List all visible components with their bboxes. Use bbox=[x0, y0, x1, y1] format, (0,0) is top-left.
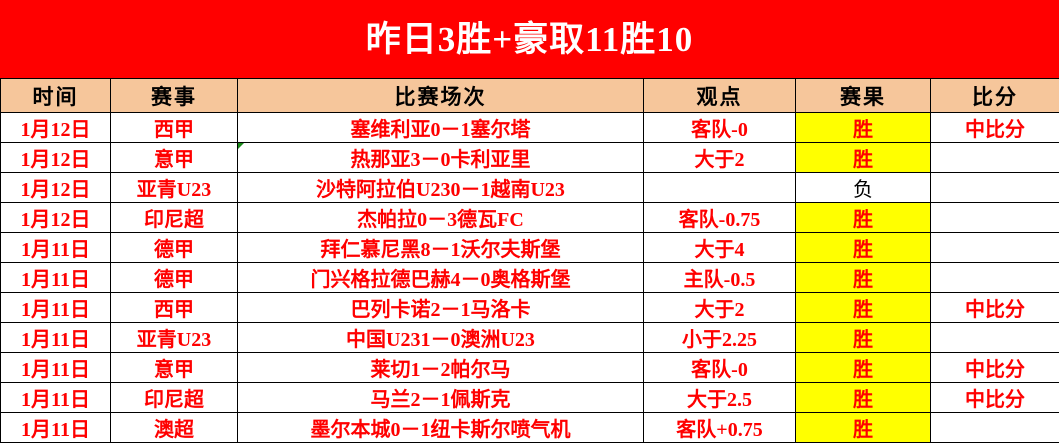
cell-score bbox=[931, 233, 1059, 263]
cell-score: 中比分 bbox=[931, 353, 1059, 383]
cell-match: 沙特阿拉伯U230－1越南U23 bbox=[238, 173, 644, 203]
cell-score bbox=[931, 263, 1059, 293]
cell-league: 西甲 bbox=[111, 113, 238, 143]
cell-score bbox=[931, 143, 1059, 173]
cell-league: 意甲 bbox=[111, 143, 238, 173]
column-header-result: 赛果 bbox=[796, 79, 931, 113]
column-header-time: 时间 bbox=[1, 79, 111, 113]
cell-view: 大于2.5 bbox=[644, 383, 796, 413]
cell-match: 热那亚3－0卡利亚里 bbox=[238, 143, 644, 173]
cell-league: 亚青U23 bbox=[111, 323, 238, 353]
status-badge: 胜 bbox=[796, 323, 931, 353]
cell-league: 印尼超 bbox=[111, 383, 238, 413]
cell-view: 客队+0.75 bbox=[644, 413, 796, 443]
banner-title: 昨日3胜+豪取11胜10 bbox=[366, 22, 694, 57]
column-header-league: 赛事 bbox=[111, 79, 238, 113]
cell-view: 客队-0 bbox=[644, 353, 796, 383]
cell-time: 1月11日 bbox=[1, 353, 111, 383]
cell-league: 印尼超 bbox=[111, 203, 238, 233]
cell-time: 1月12日 bbox=[1, 113, 111, 143]
cell-match: 墨尔本城0－1纽卡斯尔喷气机 bbox=[238, 413, 644, 443]
cell-time: 1月11日 bbox=[1, 413, 111, 443]
status-badge: 胜 bbox=[796, 113, 931, 143]
cell-score: 中比分 bbox=[931, 383, 1059, 413]
status-badge: 胜 bbox=[796, 353, 931, 383]
status-badge: 胜 bbox=[796, 413, 931, 443]
cell-time: 1月11日 bbox=[1, 233, 111, 263]
cell-league: 亚青U23 bbox=[111, 173, 238, 203]
cell-match: 门兴格拉德巴赫4－0奥格斯堡 bbox=[238, 263, 644, 293]
comment-marker-icon bbox=[238, 143, 244, 149]
cell-time: 1月11日 bbox=[1, 323, 111, 353]
cell-match: 拜仁慕尼黑8－1沃尔夫斯堡 bbox=[238, 233, 644, 263]
cell-view: 小于2.25 bbox=[644, 323, 796, 353]
cell-view: 大于2 bbox=[644, 143, 796, 173]
status-badge: 负 bbox=[796, 173, 931, 203]
cell-match: 杰帕拉0－3德瓦FC bbox=[238, 203, 644, 233]
cell-league: 意甲 bbox=[111, 353, 238, 383]
column-header-score: 比分 bbox=[931, 79, 1059, 113]
cell-time: 1月11日 bbox=[1, 293, 111, 323]
cell-score bbox=[931, 413, 1059, 443]
cell-league: 西甲 bbox=[111, 293, 238, 323]
status-badge: 胜 bbox=[796, 233, 931, 263]
table-header: 时间 赛事 比赛场次 观点 赛果 比分 bbox=[1, 79, 1059, 113]
cell-view: 客队-0.75 bbox=[644, 203, 796, 233]
cell-view: 主队-0.5 bbox=[644, 263, 796, 293]
cell-match: 中国U231－0澳洲U23 bbox=[238, 323, 644, 353]
cell-league: 德甲 bbox=[111, 263, 238, 293]
cell-view bbox=[644, 173, 796, 203]
column-header-match: 比赛场次 bbox=[238, 79, 644, 113]
status-badge: 胜 bbox=[796, 143, 931, 173]
forecast-result-sheet: 昨日3胜+豪取11胜10 时间 赛事 比赛场次 观点 赛果 比分 1月12日西甲… bbox=[0, 0, 1059, 417]
table-header-row: 时间 赛事 比赛场次 观点 赛果 比分 bbox=[1, 79, 1059, 113]
cell-score: 中比分 bbox=[931, 113, 1059, 143]
status-badge: 胜 bbox=[796, 203, 931, 233]
banner: 昨日3胜+豪取11胜10 bbox=[0, 0, 1059, 78]
cell-match: 塞维利亚0－1塞尔塔 bbox=[238, 113, 644, 143]
results-table: 时间 赛事 比赛场次 观点 赛果 比分 1月12日西甲塞维利亚0－1塞尔塔客队-… bbox=[0, 78, 1059, 443]
cell-score bbox=[931, 173, 1059, 203]
status-badge: 胜 bbox=[796, 293, 931, 323]
cell-time: 1月11日 bbox=[1, 263, 111, 293]
cell-score bbox=[931, 203, 1059, 233]
cell-match: 莱切1－2帕尔马 bbox=[238, 353, 644, 383]
cell-view: 大于2 bbox=[644, 293, 796, 323]
cell-view: 大于4 bbox=[644, 233, 796, 263]
column-header-view: 观点 bbox=[644, 79, 796, 113]
cell-match: 巴列卡诺2－1马洛卡 bbox=[238, 293, 644, 323]
cell-time: 1月12日 bbox=[1, 143, 111, 173]
status-badge: 胜 bbox=[796, 383, 931, 413]
cell-league: 澳超 bbox=[111, 413, 238, 443]
cell-score bbox=[931, 323, 1059, 353]
cell-time: 1月11日 bbox=[1, 383, 111, 413]
cell-match: 马兰2－1佩斯克 bbox=[238, 383, 644, 413]
status-badge: 胜 bbox=[796, 263, 931, 293]
cell-league: 德甲 bbox=[111, 233, 238, 263]
cell-score: 中比分 bbox=[931, 293, 1059, 323]
cell-time: 1月12日 bbox=[1, 203, 111, 233]
cell-time: 1月12日 bbox=[1, 173, 111, 203]
cell-view: 客队-0 bbox=[644, 113, 796, 143]
